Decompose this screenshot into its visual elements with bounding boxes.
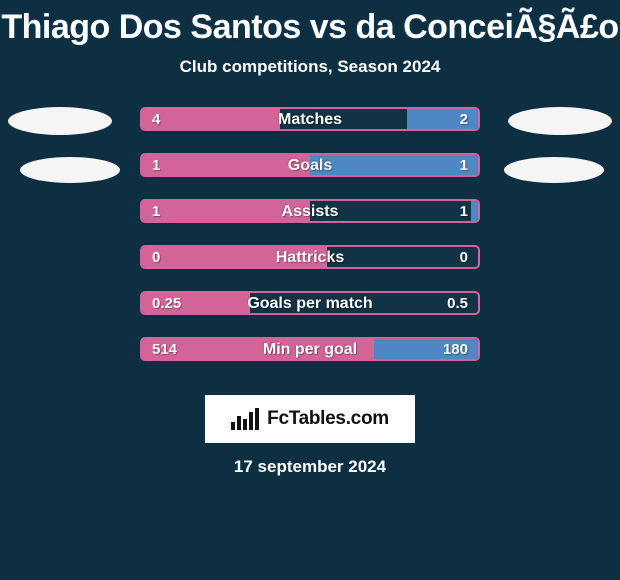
- stat-value-right: 1: [460, 201, 468, 221]
- stat-value-left: 0.25: [152, 293, 181, 313]
- stat-value-left: 514: [152, 339, 177, 359]
- stat-row: Assists1 1: [140, 199, 480, 223]
- subtitle: Club competitions, Season 2024: [0, 57, 620, 77]
- stat-value-left: 1: [152, 201, 160, 221]
- stat-row: Goals per match0.25 0.5: [140, 291, 480, 315]
- stat-row: Goals1 1: [140, 153, 480, 177]
- stat-value-left: 1: [152, 155, 160, 175]
- player-left-photo-placeholder-2: [20, 157, 120, 183]
- stat-row: Matches4 2: [140, 107, 480, 131]
- stat-row: Min per goal514 180: [140, 337, 480, 361]
- stat-value-right: 0: [460, 247, 468, 267]
- stat-label: Goals: [142, 155, 478, 175]
- comparison-bars: Matches42Goals11Assists11Hattricks00Goal…: [140, 107, 480, 383]
- stat-value-right: 1: [460, 155, 468, 175]
- chart-area: Matches42Goals11Assists11Hattricks00Goal…: [0, 107, 620, 377]
- player-right-photo-placeholder-2: [504, 157, 604, 183]
- stat-value-left: 0: [152, 247, 160, 267]
- stat-value-right: 0.5: [447, 293, 468, 313]
- stat-label: Min per goal: [142, 339, 478, 359]
- bars-icon: [231, 408, 261, 430]
- stat-label: Assists: [142, 201, 478, 221]
- logo-text: FcTables.com: [267, 408, 389, 430]
- stat-label: Hattricks: [142, 247, 478, 267]
- stat-label: Matches: [142, 109, 478, 129]
- logo-box: FcTables.com: [205, 395, 415, 443]
- stat-value-left: 4: [152, 109, 160, 129]
- player-right-photo-placeholder-1: [508, 107, 612, 135]
- stat-value-right: 180: [443, 339, 468, 359]
- stat-label: Goals per match: [142, 293, 478, 313]
- footer-date: 17 september 2024: [0, 457, 620, 477]
- infographic-background: Thiago Dos Santos vs da ConceiÃ§Ã£o Club…: [0, 0, 620, 580]
- stat-value-right: 2: [460, 109, 468, 129]
- player-left-photo-placeholder-1: [8, 107, 112, 135]
- stat-row: Hattricks0 0: [140, 245, 480, 269]
- title: Thiago Dos Santos vs da ConceiÃ§Ã£o: [0, 0, 620, 47]
